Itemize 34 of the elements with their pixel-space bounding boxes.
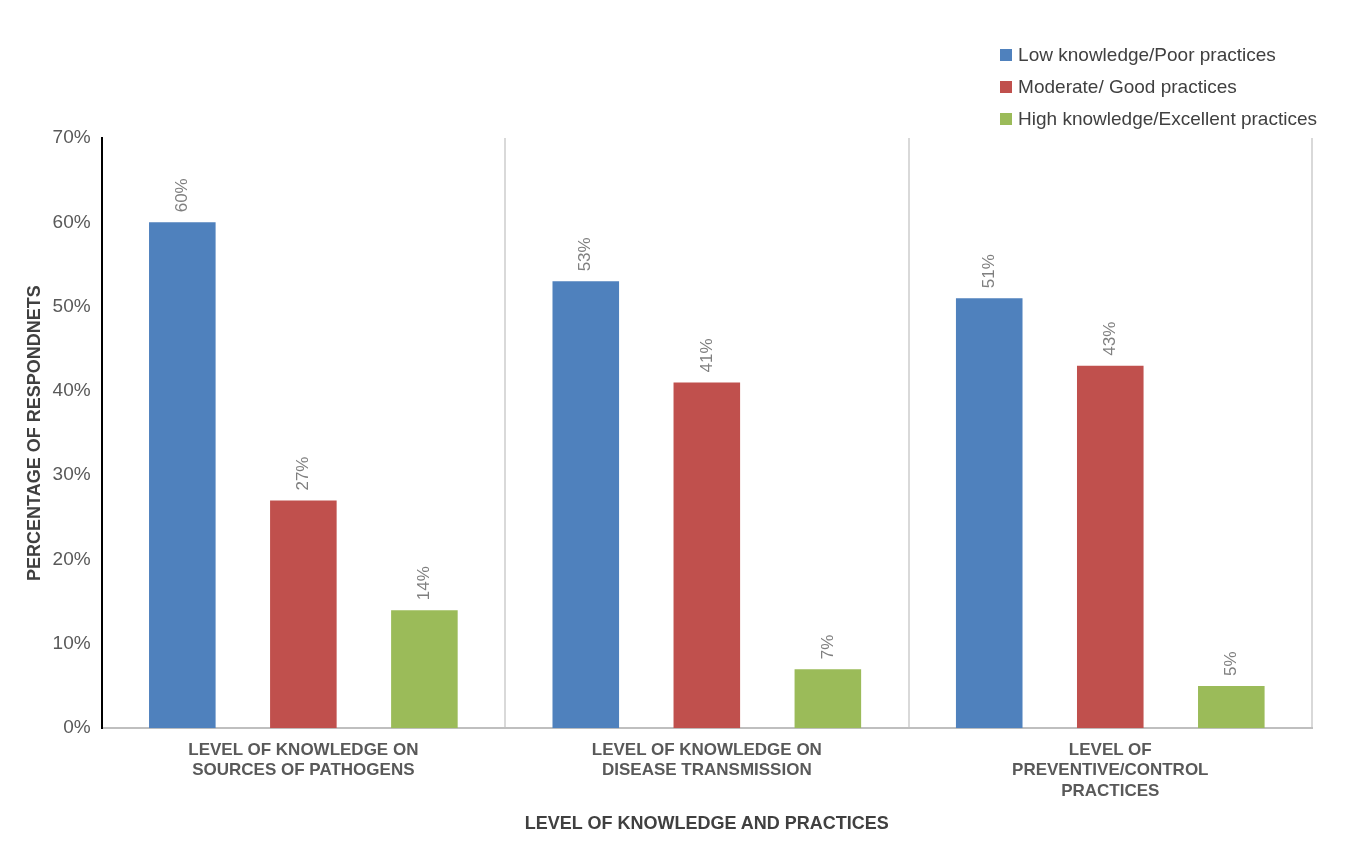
text: 51% xyxy=(978,254,998,289)
text: 14% xyxy=(414,566,434,601)
x-axis-title: LEVEL OF KNOWLEDGE AND PRACTICES xyxy=(524,813,889,834)
y-tick-label: 0% xyxy=(63,716,91,738)
bar xyxy=(955,298,1023,729)
text: 7% xyxy=(817,634,837,660)
bar xyxy=(552,281,620,729)
bar xyxy=(149,222,216,729)
text: 41% xyxy=(696,338,716,373)
x-tick-label: LEVEL OF KNOWLEDGE ON DISEASE TRANSMISSION xyxy=(591,740,822,780)
bar xyxy=(270,500,337,729)
x-tick-label: LEVEL OF KNOWLEDGE ON SOURCES OF PATHOGENS xyxy=(188,740,419,780)
bar xyxy=(1076,365,1144,729)
y-axis-title: PERCENTAGE OF RESPONDNETS xyxy=(23,285,44,581)
text: 5% xyxy=(1221,651,1240,677)
bar xyxy=(794,669,862,729)
legend-label: Moderate/ Good practices xyxy=(1018,76,1237,98)
y-tick-label: 10% xyxy=(52,632,91,654)
text: 43% xyxy=(1099,321,1119,356)
text: 27% xyxy=(293,456,313,491)
y-tick-label: 50% xyxy=(52,294,91,316)
legend-label: High knowledge/Excellent practices xyxy=(1018,108,1317,130)
x-tick-label: LEVEL OF PREVENTIVE/CONTROL PRACTICES xyxy=(1012,740,1209,800)
text: 60% xyxy=(172,178,192,213)
y-tick-label: 70% xyxy=(52,126,91,148)
bar xyxy=(673,382,741,729)
y-tick-label: 40% xyxy=(52,379,91,401)
bar xyxy=(1198,686,1265,729)
legend-label: Low knowledge/Poor practices xyxy=(1018,44,1276,66)
bar xyxy=(391,610,458,729)
y-tick-label: 20% xyxy=(52,547,91,569)
y-tick-label: 60% xyxy=(52,210,91,232)
text: 53% xyxy=(575,237,595,272)
y-tick-label: 30% xyxy=(52,463,91,485)
